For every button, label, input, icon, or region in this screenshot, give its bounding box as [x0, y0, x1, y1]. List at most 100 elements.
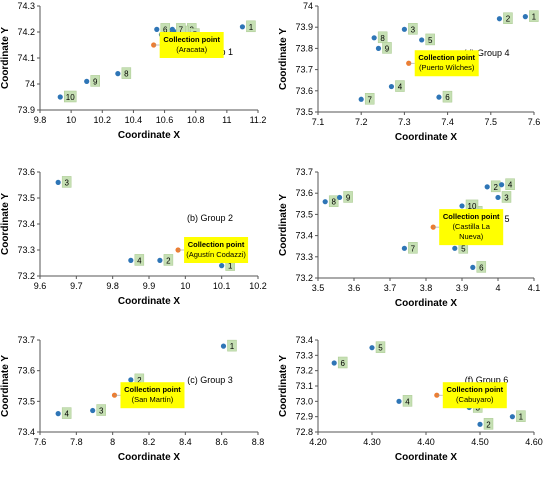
point-label-box	[61, 407, 72, 419]
point-label: 5	[461, 244, 466, 253]
collection-callout-text: Collection point	[188, 240, 245, 249]
y-axis-title: Coordinate Y	[278, 194, 289, 256]
x-tick-label: 7.8	[70, 437, 83, 447]
point-label: 9	[385, 44, 390, 53]
y-tick-label: 73.4	[17, 219, 35, 229]
point-label-box	[402, 395, 413, 407]
point-label-box	[505, 178, 515, 190]
x-tick-label: 10.2	[94, 115, 112, 125]
point-label-box	[483, 418, 494, 430]
point-label: 2	[506, 15, 511, 24]
collection-callout-text: (San Martín)	[132, 395, 174, 404]
x-axis-title: Coordinate X	[118, 296, 181, 307]
x-axis-title: Coordinate X	[395, 452, 458, 463]
point-label: 2	[486, 420, 491, 429]
chart-panel-1: 9.8 10 10.2 10.4 10.6 10.8 11 11.2 73.9 74 74.1 74.…	[0, 1, 266, 141]
point-label-box	[227, 339, 237, 352]
point-label: 2	[137, 376, 142, 385]
collection-callout-text: (Aracata)	[176, 45, 207, 54]
data-point	[459, 203, 465, 209]
data-point	[509, 414, 515, 420]
data-point	[401, 245, 407, 251]
chart-panel-4: 7.1 7.2 7.3 7.4 7.5 7.673.573.673.773.873.974…	[278, 1, 540, 143]
x-tick-label: 11	[222, 115, 231, 125]
data-point	[128, 257, 134, 263]
point-label: 2	[493, 183, 498, 192]
x-tick-label: 7.4	[441, 117, 454, 127]
point-label: 6	[340, 359, 345, 368]
x-tick-label: 8	[110, 437, 115, 447]
collection-callout-text: (Puerto Wilches)	[419, 63, 475, 72]
panel-label: (f) Group 6	[465, 375, 509, 385]
x-tick-label: 7.3	[398, 117, 411, 127]
y-tick-label: 74	[303, 1, 313, 11]
point-label-box	[529, 10, 539, 22]
collection-callout-text: Collection point	[446, 385, 503, 394]
point-label-box	[476, 261, 487, 273]
point-label: 5	[378, 344, 383, 353]
point-label-box	[395, 80, 405, 92]
y-tick-label: 73.3	[295, 350, 313, 360]
data-point	[169, 26, 175, 32]
chart-panel-3: 7.6 7.8 8 8.2 8.4 8.6 8.8 73.4 73.5 73.6 73.7 Coord…	[0, 335, 264, 463]
data-point	[128, 377, 134, 383]
y-tick-label: 73.8	[295, 43, 313, 53]
collection-callout-text: (Cabuyaro)	[456, 395, 494, 404]
collection-callout-text: Collection point	[124, 385, 181, 394]
x-tick-label: 10.8	[187, 115, 205, 125]
point-label: 3	[504, 193, 509, 202]
y-tick-label: 74.3	[17, 1, 35, 11]
y-tick-label: 73.5	[295, 209, 313, 219]
data-point	[219, 263, 225, 269]
point-label-box	[134, 254, 145, 266]
collection-point	[151, 42, 157, 48]
point-label: 4	[64, 410, 69, 419]
point-label-box	[343, 191, 353, 203]
data-point	[371, 35, 377, 41]
collection-callout-box	[414, 50, 479, 77]
point-label-box	[425, 33, 435, 46]
chart-panel-2: 9.6 9.7 9.8 9.9 10 10.1 10.2 73.2 73.3 73.4 73.5 73…	[0, 167, 267, 307]
x-tick-label: 4.30	[363, 437, 381, 447]
y-tick-label: 73.4	[295, 231, 313, 241]
y-tick-label: 73.9	[295, 22, 313, 32]
x-axis-title: Coordinate X	[395, 132, 458, 143]
point-label: 7	[411, 244, 416, 253]
collection-callout-box	[442, 382, 507, 409]
collection-callout-text: (Castilla La	[452, 222, 490, 231]
x-tick-label: 3.5	[312, 283, 325, 293]
y-tick-label: 73.1	[295, 381, 313, 391]
collection-callout-box	[159, 32, 224, 58]
point-label: 6	[479, 263, 484, 272]
data-point	[322, 199, 328, 205]
panel-label: (c) Group 3	[187, 375, 233, 385]
point-label-box	[408, 242, 418, 254]
y-tick-label: 73.7	[295, 65, 313, 75]
data-point	[388, 83, 395, 90]
point-label: 1	[230, 342, 235, 351]
x-tick-label: 3.6	[348, 283, 361, 293]
point-label-box	[96, 404, 106, 416]
y-tick-label: 72.8	[295, 427, 313, 437]
collection-callout-box	[439, 209, 504, 246]
y-tick-label: 73.3	[17, 245, 35, 255]
point-label: 8	[380, 34, 385, 43]
y-tick-label: 73.6	[17, 167, 35, 177]
point-label-box	[382, 42, 392, 54]
y-tick-label: 73.2	[295, 273, 313, 283]
data-point	[396, 398, 402, 404]
x-tick-label: 3.9	[456, 283, 469, 293]
point-label-box	[375, 341, 386, 353]
x-tick-label: 4.1	[528, 283, 541, 293]
point-label: 9	[346, 193, 351, 202]
data-point	[484, 184, 490, 190]
x-tick-label: 3.7	[384, 283, 397, 293]
x-tick-label: 7.6	[528, 117, 541, 127]
data-point	[331, 360, 337, 366]
data-point	[369, 345, 375, 351]
data-point	[375, 45, 382, 52]
point-label: 1	[228, 262, 233, 271]
point-label: 1	[532, 13, 537, 22]
point-label-box	[442, 90, 453, 103]
